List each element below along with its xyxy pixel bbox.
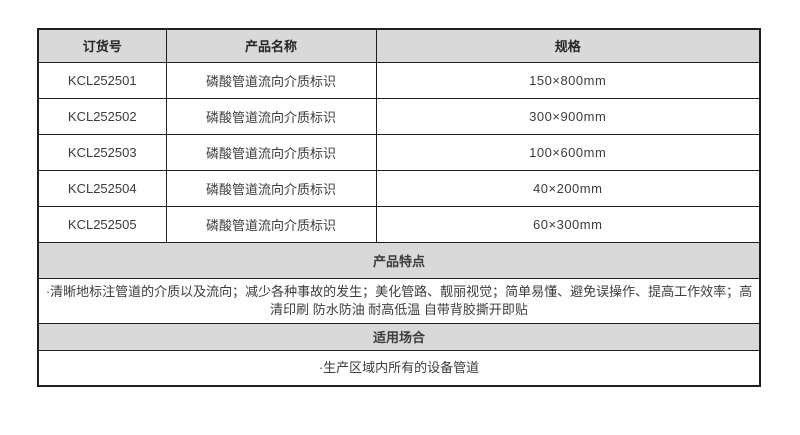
table-row: KCL252501 磷酸管道流向介质标识 150×800mm	[37, 61, 761, 99]
col-header-spec: 规格	[375, 28, 761, 63]
spec-cell: 300×900mm	[375, 97, 761, 135]
col-header-product-name: 产品名称	[165, 28, 377, 63]
table-row: KCL252504 磷酸管道流向介质标识 40×200mm	[37, 169, 761, 207]
order-no-cell: KCL252504	[37, 169, 167, 207]
features-section-body-row: ·清晰地标注管道的介质以及流向；减少各种事故的发生；美化管路、靓丽视觉；简单易懂…	[37, 277, 761, 324]
product-name-cell: 磷酸管道流向介质标识	[165, 97, 377, 135]
features-text: ·清晰地标注管道的介质以及流向；减少各种事故的发生；美化管路、靓丽视觉；简单易懂…	[37, 277, 761, 324]
product-name-cell: 磷酸管道流向介质标识	[165, 133, 377, 171]
usage-text: ·生产区域内所有的设备管道	[37, 349, 761, 387]
product-name-cell: 磷酸管道流向介质标识	[165, 205, 377, 243]
product-spec-table: 订货号 产品名称 规格 KCL252501 磷酸管道流向介质标识 150×800…	[37, 28, 761, 387]
table-row: KCL252503 磷酸管道流向介质标识 100×600mm	[37, 133, 761, 171]
product-name-cell: 磷酸管道流向介质标识	[165, 61, 377, 99]
order-no-cell: KCL252501	[37, 61, 167, 99]
order-no-cell: KCL252503	[37, 133, 167, 171]
usage-section-title: 适用场合	[37, 322, 761, 351]
usage-section-header-row: 适用场合	[37, 322, 761, 351]
features-section-title: 产品特点	[37, 241, 761, 279]
spec-cell: 60×300mm	[375, 205, 761, 243]
spec-cell: 150×800mm	[375, 61, 761, 99]
product-name-cell: 磷酸管道流向介质标识	[165, 169, 377, 207]
spec-cell: 40×200mm	[375, 169, 761, 207]
table-row: KCL252502 磷酸管道流向介质标识 300×900mm	[37, 97, 761, 135]
spec-cell: 100×600mm	[375, 133, 761, 171]
order-no-cell: KCL252502	[37, 97, 167, 135]
table-row: KCL252505 磷酸管道流向介质标识 60×300mm	[37, 205, 761, 243]
col-header-order-no: 订货号	[37, 28, 167, 63]
order-no-cell: KCL252505	[37, 205, 167, 243]
usage-section-body-row: ·生产区域内所有的设备管道	[37, 349, 761, 387]
features-section-header-row: 产品特点	[37, 241, 761, 279]
table-header-row: 订货号 产品名称 规格	[37, 28, 761, 63]
